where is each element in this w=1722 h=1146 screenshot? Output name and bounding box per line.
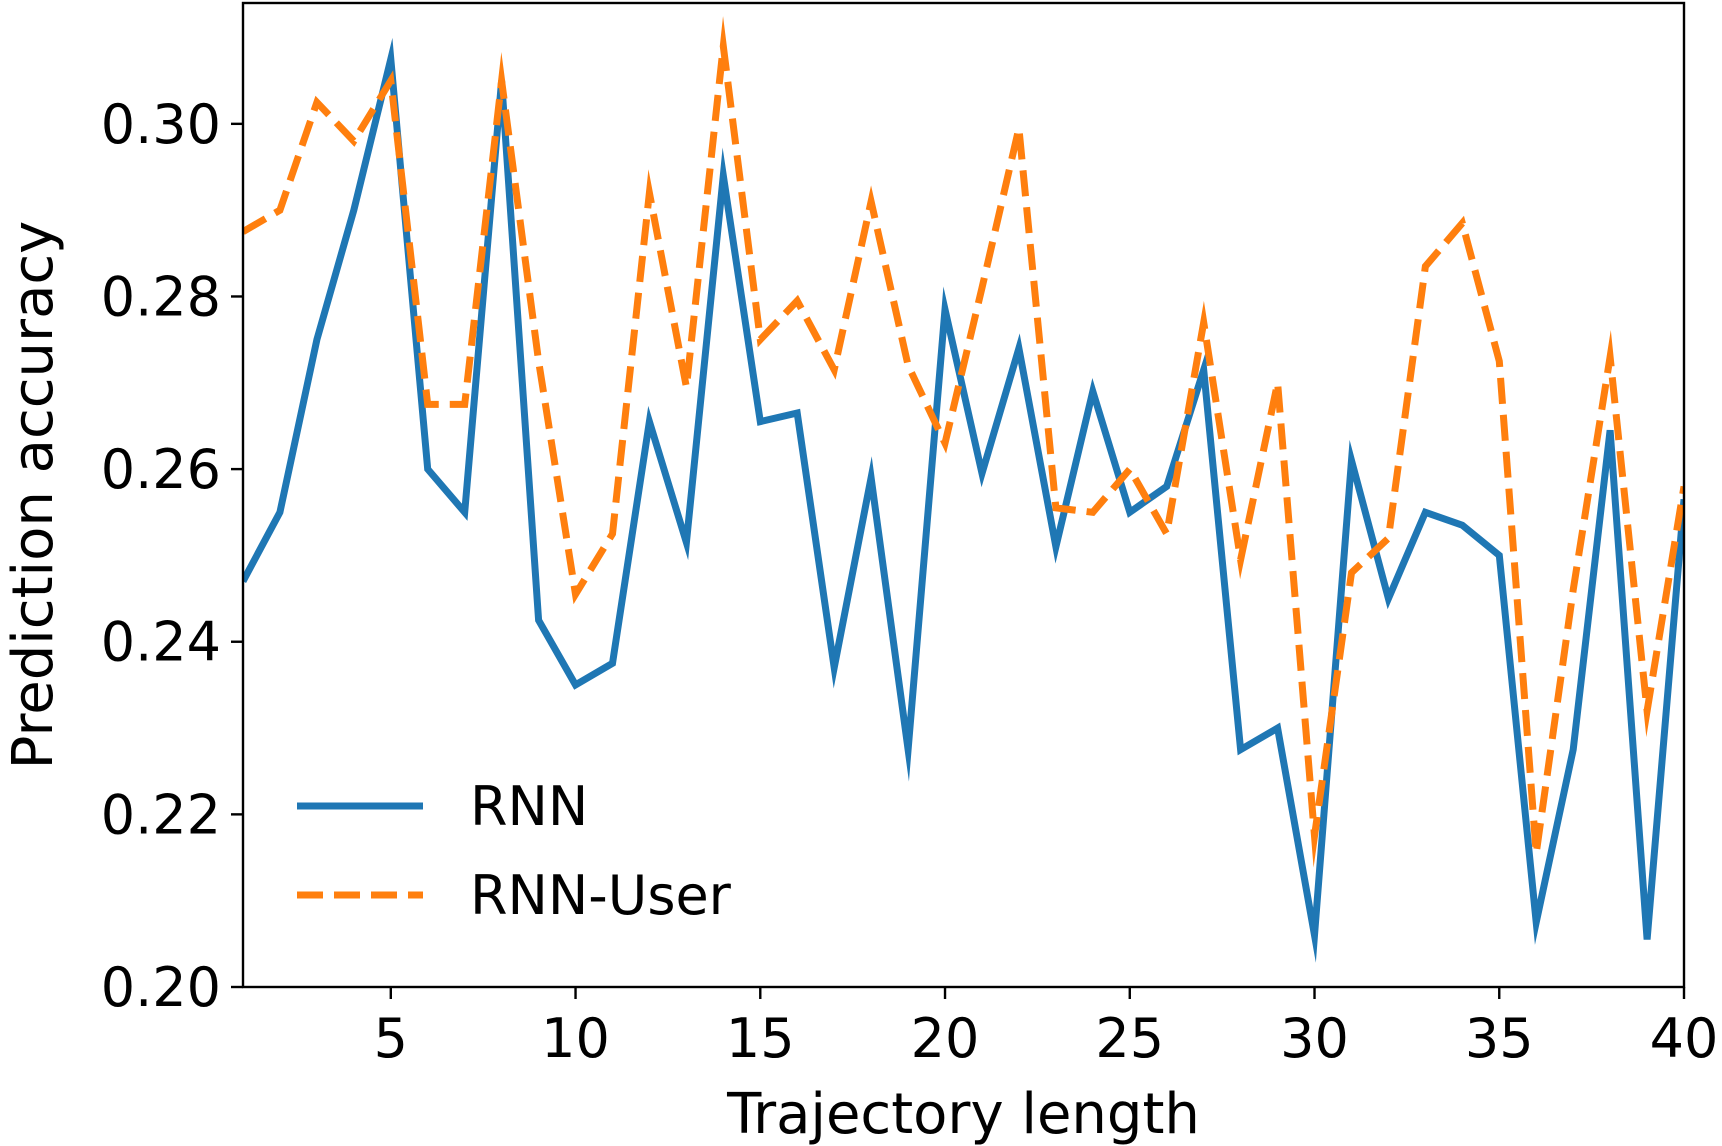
y-tick-label: 0.20	[101, 956, 221, 1019]
x-tick-label: 30	[1280, 1007, 1349, 1070]
y-tick-label: 0.28	[101, 265, 221, 328]
x-tick-label: 35	[1465, 1007, 1534, 1070]
x-tick-label: 10	[541, 1007, 610, 1070]
y-axis: 0.20 0.22 0.24 0.26 0.28 0.30	[101, 93, 243, 1019]
legend-label: RNN	[470, 775, 588, 838]
series-line-2	[243, 16, 1684, 886]
y-axis-title: Prediction accuracy	[1, 221, 66, 770]
y-tick-label: 0.26	[101, 438, 221, 501]
x-axis: 5 10 15 20 25 30 35 40	[374, 987, 1719, 1070]
y-tick-label: 0.24	[101, 611, 221, 674]
x-tick-label: 20	[911, 1007, 980, 1070]
x-tick-label: 15	[726, 1007, 795, 1070]
x-tick-label: 5	[374, 1007, 408, 1070]
x-tick-label: 25	[1095, 1007, 1164, 1070]
y-tick-label: 0.22	[101, 783, 221, 846]
axes-frame	[241, 1, 1686, 989]
x-tick-label: 40	[1650, 1007, 1719, 1070]
plot-area	[241, 1, 1686, 989]
legend: RNN RNN-User	[297, 775, 732, 927]
legend-label: RNN-User	[470, 864, 732, 927]
series-line-1	[243, 37, 1684, 963]
x-axis-title: Trajectory length	[726, 1082, 1200, 1146]
y-tick-label: 0.30	[101, 93, 221, 156]
